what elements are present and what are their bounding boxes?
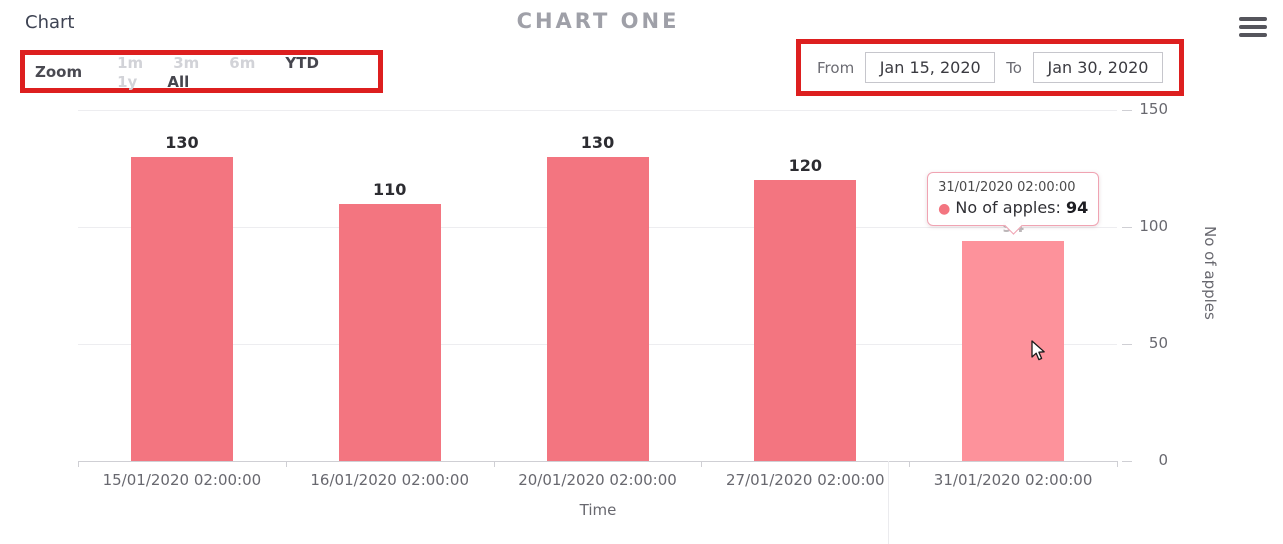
- chart-tooltip: 31/01/2020 02:00:00 ● No of apples: 94: [927, 172, 1100, 235]
- bar-31/01/2020[interactable]: [962, 241, 1065, 461]
- y-axis-tick-label: 0: [1158, 451, 1168, 469]
- x-axis-tick: [1117, 461, 1118, 467]
- to-label: To: [1006, 58, 1022, 77]
- vertical-gridline: [888, 461, 889, 544]
- x-axis-line: [78, 461, 1117, 462]
- x-axis-category-label: 16/01/2020 02:00:00: [310, 471, 469, 489]
- bar-data-label: 130: [165, 132, 199, 152]
- hamburger-bar: [1239, 33, 1267, 37]
- from-label: From: [817, 58, 855, 77]
- zoom-label: Zoom: [35, 62, 83, 81]
- x-axis-tick: [493, 461, 495, 467]
- x-axis-tick: [78, 461, 79, 467]
- from-date-input[interactable]: [865, 52, 996, 83]
- series-marker-dot-icon: ●: [938, 201, 951, 217]
- y-axis-tick: [1122, 227, 1132, 228]
- y-axis-tick-label: 100: [1139, 217, 1168, 235]
- x-axis-tick: [701, 461, 703, 467]
- zoom-preset-6m: 6m: [229, 53, 256, 72]
- y-gridline: [78, 110, 1117, 111]
- x-axis-category-label: 31/01/2020 02:00:00: [933, 471, 1093, 489]
- to-date-input[interactable]: [1032, 52, 1163, 83]
- x-axis-category-label: 15/01/2020 02:00:00: [102, 471, 262, 489]
- tooltip-series-label: No of apples:: [955, 198, 1061, 217]
- annotation-box-date-range: From To: [796, 39, 1184, 96]
- zoom-preset-all[interactable]: All: [167, 72, 190, 91]
- tooltip-date: 31/01/2020 02:00:00: [938, 180, 1076, 195]
- tooltip-value: 94: [1065, 198, 1089, 217]
- hamburger-bar: [1239, 25, 1267, 29]
- page-title: Chart: [25, 12, 75, 33]
- tooltip-series-row: ● No of apples: 94: [938, 198, 1088, 217]
- y-axis-title: No of apples: [1201, 226, 1219, 320]
- y-axis-tick: [1122, 461, 1132, 462]
- zoom-preset-1y: 1y: [117, 72, 138, 91]
- bar-20/01/2020[interactable]: [546, 156, 649, 461]
- bar-data-label: 110: [372, 179, 407, 199]
- bar-data-label: 130: [580, 132, 615, 152]
- y-axis-tick-label: 150: [1139, 100, 1168, 118]
- x-axis-category-label: 27/01/2020 02:00:00: [726, 471, 885, 489]
- x-axis-tick: [285, 461, 287, 467]
- y-axis-tick: [1122, 344, 1132, 345]
- zoom-preset-1m: 1m: [117, 53, 144, 72]
- zoom-preset-3m: 3m: [173, 53, 200, 72]
- hamburger-menu-icon[interactable]: [1239, 17, 1267, 37]
- zoom-preset-ytd[interactable]: YTD: [285, 53, 319, 72]
- bar-16/01/2020[interactable]: [338, 203, 441, 461]
- bar-data-label: 120: [788, 156, 822, 176]
- x-axis-tick: [909, 461, 911, 467]
- bar-27/01/2020[interactable]: [754, 180, 857, 461]
- chart-title: CHART ONE: [516, 9, 680, 33]
- hamburger-bar: [1239, 17, 1267, 21]
- mouse-pointer-icon: [1031, 340, 1045, 361]
- x-axis-title: Time: [579, 501, 617, 519]
- annotation-box-zoom-presets: Zoom 1m 3m 6m YTD 1y All: [20, 50, 383, 93]
- x-axis-category-label: 20/01/2020 02:00:00: [518, 471, 677, 489]
- y-axis-tick-label: 50: [1148, 334, 1168, 352]
- bar-15/01/2020[interactable]: [130, 156, 233, 461]
- y-axis-tick: [1122, 110, 1132, 111]
- zoom-button-group: 1m 3m 6m YTD 1y All: [102, 53, 374, 91]
